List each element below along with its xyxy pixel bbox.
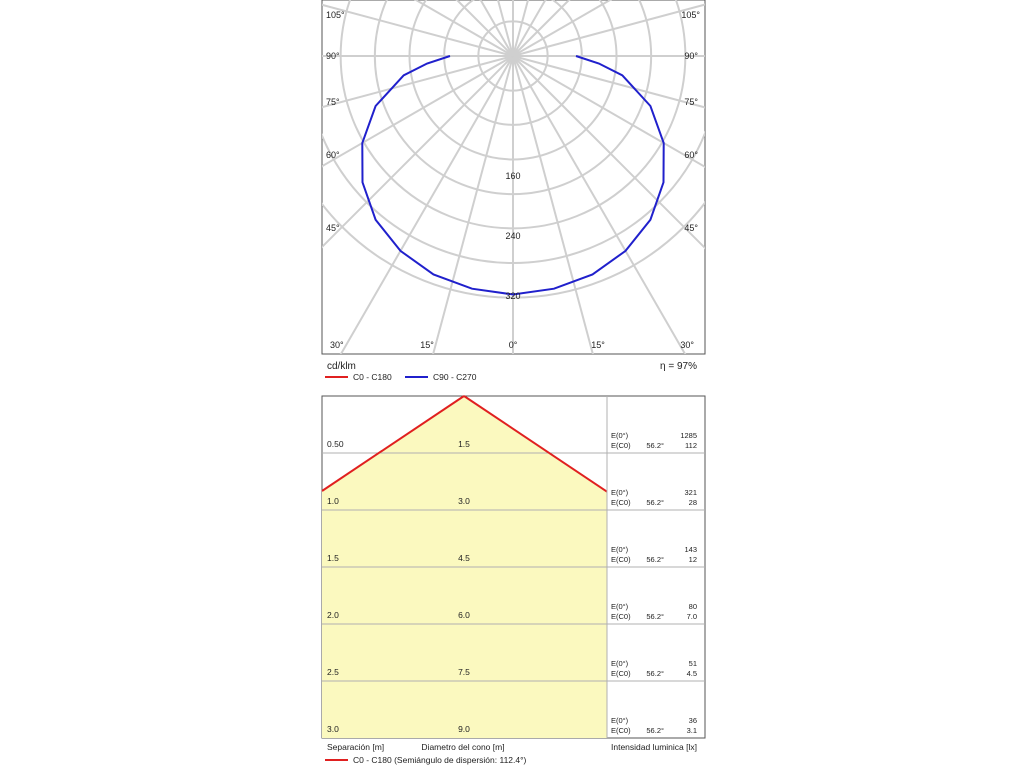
legend-label-c0: C0 - C180 [353,372,392,382]
row-separation: 1.0 [327,496,339,506]
row-diameter: 6.0 [458,610,470,620]
angle-label-bottom-0: 0° [509,340,518,350]
row-separation: 0.50 [327,439,344,449]
cone-edge-left [321,395,465,492]
row-ec0-label: E(C0) [611,498,631,507]
footer-diameter: Diametro del cono [m] [421,742,504,752]
polar-ray [512,55,687,354]
polar-ray [512,55,705,250]
row-ec0-label: E(C0) [611,555,631,564]
row-ec0-value: 112 [685,441,697,450]
polar-ray [432,55,514,354]
row-ec0-label: E(C0) [611,441,631,450]
efficiency-label: η = 97% [660,361,697,372]
radial-tick-160: 160 [505,171,520,181]
angle-label-left-45: 45° [326,223,340,233]
row-diameter: 1.5 [458,439,470,449]
angle-label-right-60: 60° [684,150,698,160]
row-angle: 56.2° [646,669,664,678]
row-diameter: 7.5 [458,667,470,677]
row-e0-value: 36 [689,716,697,725]
row-e0-value: 51 [689,659,697,668]
polar-ray [322,3,514,57]
row-ec0-value: 28 [689,498,697,507]
angle-label-left-90: 90° [326,51,340,61]
row-separation: 2.0 [327,610,339,620]
angle-label-right-30: 30° [680,340,694,350]
row-ec0-label: E(C0) [611,612,631,621]
row-angle: 56.2° [646,441,664,450]
row-e0-label: E(0°) [611,488,629,497]
row-angle: 56.2° [646,498,664,507]
row-e0-value: 143 [684,545,697,554]
polar-ray [512,55,705,169]
row-diameter: 3.0 [458,496,470,506]
row-e0-value: 80 [689,602,697,611]
radial-tick-320: 320 [505,291,520,301]
row-e0-value: 1285 [680,431,697,440]
legend-label-c90: C90 - C270 [433,372,477,382]
cone-edge-right [463,395,608,493]
polar-ray [512,55,705,109]
row-separation: 1.5 [327,553,339,563]
row-ec0-value: 7.0 [687,612,697,621]
cone-legend-label: C0 - C180 (Semiángulo de dispersión: 112… [353,755,527,765]
row-ec0-value: 4.5 [687,669,697,678]
radial-tick-240: 240 [505,231,520,241]
row-diameter: 4.5 [458,553,470,563]
row-e0-label: E(0°) [611,716,629,725]
row-e0-label: E(0°) [611,431,629,440]
footer-intensity: Intensidad luminica [lx] [611,742,697,752]
angle-label-left-30: 30° [330,340,344,350]
row-separation: 3.0 [327,724,339,734]
row-e0-label: E(0°) [611,545,629,554]
polar-ray [322,55,514,109]
row-ec0-label: E(C0) [611,726,631,735]
row-ec0-value: 3.1 [687,726,697,735]
polar-ray [512,55,594,354]
footer-separation: Separación [m] [327,742,384,752]
angle-label-left-105: 105° [326,10,345,20]
polar-ray [322,55,514,249]
row-ec0-value: 12 [689,555,697,564]
angle-label-bottom-15-left: 15° [420,340,434,350]
angle-label-right-105: 105° [681,10,700,20]
row-e0-label: E(0°) [611,659,629,668]
row-e0-label: E(0°) [611,602,629,611]
angle-label-right-90: 90° [684,51,698,61]
row-diameter: 9.0 [458,724,470,734]
angle-label-bottom-15-right: 15° [591,340,605,350]
polar-curves [361,55,665,296]
angle-label-right-45: 45° [684,223,698,233]
unit-label: cd/klm [327,361,356,372]
polar-ray [339,55,514,354]
polar-ray [512,3,705,57]
polar-ray [322,55,514,168]
polar-series-c90-c270 [361,55,665,296]
row-angle: 56.2° [646,726,664,735]
row-angle: 56.2° [646,612,664,621]
row-separation: 2.5 [327,667,339,677]
row-angle: 56.2° [646,555,664,564]
angle-label-left-75: 75° [326,97,340,107]
row-ec0-label: E(C0) [611,669,631,678]
row-e0-value: 321 [684,488,697,497]
angle-label-left-60: 60° [326,150,340,160]
angle-label-right-75: 75° [684,97,698,107]
